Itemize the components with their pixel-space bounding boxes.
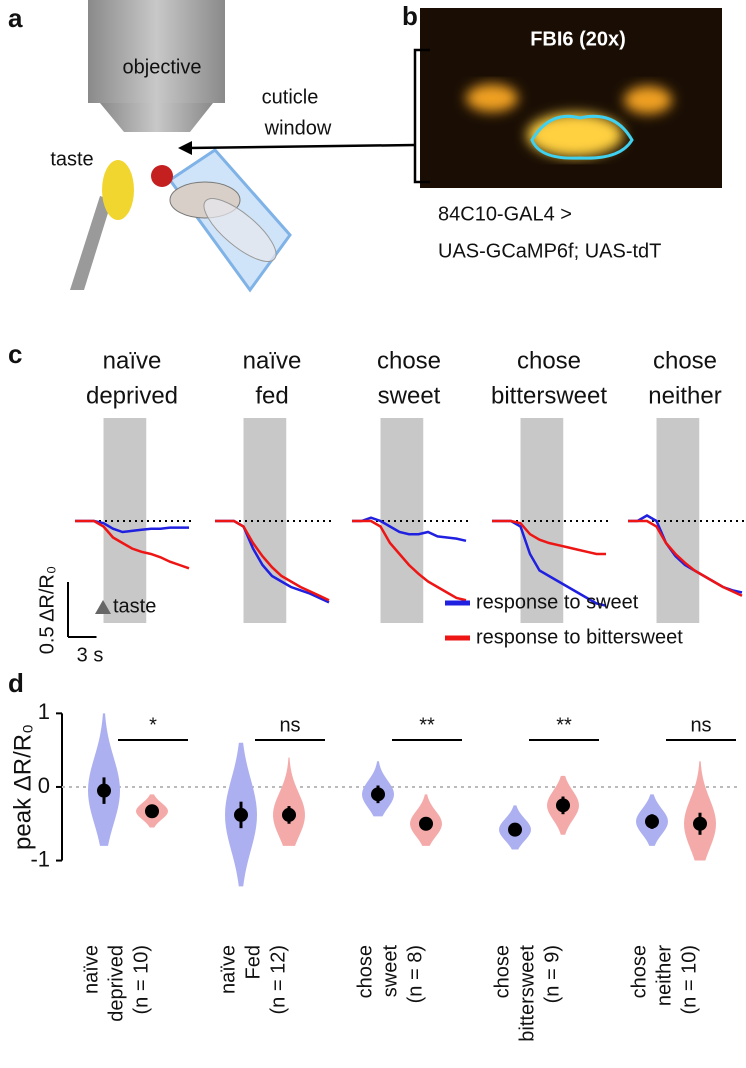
mean-dot (693, 816, 707, 831)
category-label: naïve (217, 945, 239, 994)
mean-dot (508, 822, 522, 837)
legend-label: response to sweet (476, 591, 639, 613)
genotype: UAS-GCaMP6f; UAS-tdT (438, 240, 661, 262)
scale-bar-label: 3 s (77, 644, 104, 666)
violin (273, 757, 305, 846)
trace (492, 519, 606, 556)
label: taste (50, 148, 93, 170)
label: cuticle (262, 86, 319, 108)
y-tick-label: 1 (38, 699, 50, 724)
panel-label: b (402, 1, 418, 31)
significance-label: ** (419, 714, 435, 736)
category-label: chose (491, 945, 513, 998)
y-axis-label: peak ΔR/R₀ (9, 724, 36, 850)
mean-dot (419, 816, 433, 831)
mean-dot (645, 814, 659, 829)
category-label: (n = 10) (678, 945, 700, 1014)
setup-illustration (70, 0, 292, 293)
category-label: (n = 12) (267, 945, 289, 1014)
panel-title: chose (377, 347, 441, 374)
category-label: chose (628, 945, 650, 998)
mean-dot (234, 807, 248, 822)
category-label: bittersweet (516, 945, 538, 1042)
legend-label: response to bittersweet (476, 626, 683, 648)
panel-title: deprived (86, 382, 178, 409)
significance-label: * (149, 714, 157, 736)
image-title: FBI6 (20x) (530, 28, 626, 50)
mean-dot (97, 783, 111, 798)
category-label: Fed (242, 945, 264, 979)
mean-dot (282, 807, 296, 822)
category-label: sweet (379, 945, 401, 998)
microscopy-image (413, 8, 722, 188)
trace (352, 516, 467, 543)
panel-label: a (8, 3, 23, 33)
stimulus-marker (95, 600, 111, 614)
trace (628, 519, 743, 597)
arrow (178, 141, 416, 155)
panel-title: fed (255, 382, 288, 409)
panel-title: chose (517, 347, 581, 374)
y-tick-label: 0 (38, 773, 50, 798)
panel-title: naïve (243, 347, 302, 374)
mean-dot (556, 798, 570, 813)
panel-title: bittersweet (491, 382, 607, 409)
panel-label: c (8, 339, 22, 369)
category-label: chose (354, 945, 376, 998)
trace (352, 519, 467, 602)
category-label: (n = 10) (130, 945, 152, 1014)
panel-title: sweet (378, 382, 441, 409)
category-label: neither (653, 945, 675, 1006)
panel-label: d (8, 668, 24, 698)
significance-label: ns (279, 714, 300, 736)
trace (75, 519, 190, 570)
category-label: (n = 8) (404, 945, 426, 1003)
significance-label: ns (690, 714, 711, 736)
genotype: 84C10-GAL4 > (438, 203, 572, 225)
panel-title: naïve (103, 347, 162, 374)
significance-label: ** (556, 714, 572, 736)
category-label: deprived (105, 945, 127, 1022)
panel-title: chose (653, 347, 717, 374)
panel-title: neither (648, 382, 721, 409)
category-label: (n = 9) (541, 945, 563, 1003)
label: window (264, 117, 332, 139)
stimulus-label: taste (113, 595, 156, 617)
violin (684, 761, 716, 861)
y-tick-label: -1 (30, 846, 50, 871)
scale-bar-label: 0.5 ΔR/R₀ (36, 566, 58, 654)
category-label: naïve (80, 945, 102, 994)
trace (215, 519, 330, 602)
label: objective (123, 56, 202, 78)
mean-dot (145, 804, 159, 819)
mean-dot (371, 787, 385, 802)
